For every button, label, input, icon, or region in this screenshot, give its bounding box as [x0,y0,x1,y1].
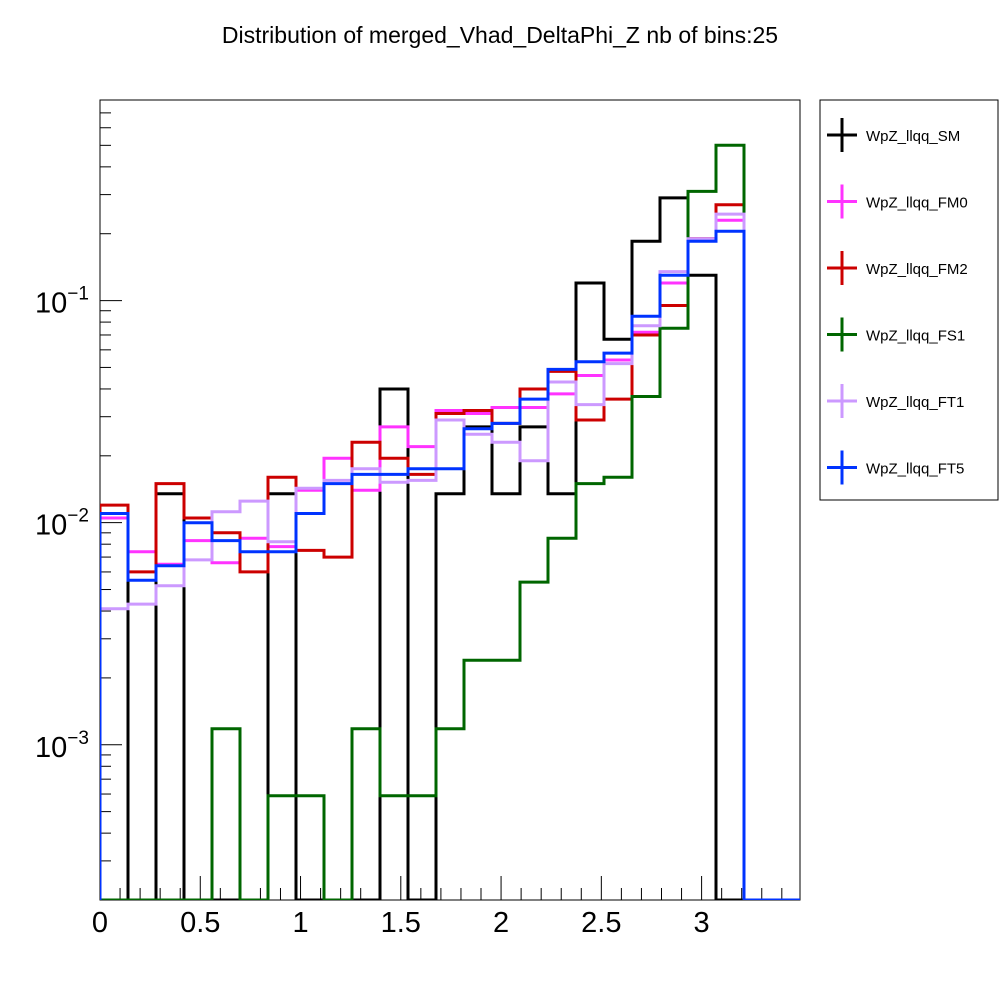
plot-frame [99,99,801,901]
x-tick-label: 2 [493,907,509,939]
legend-item: WpZ_llqq_FM2 [827,251,968,285]
x-tick-label: 3 [694,907,710,939]
legend-label: WpZ_llqq_FT5 [866,461,964,478]
legend-label: WpZ_llqq_FM0 [866,195,968,212]
x-tick-label: 0 [92,907,108,939]
y-tick-label: 10−2 [35,506,89,542]
legend-box [819,99,999,501]
y-tick-label: 10−3 [35,728,89,764]
series-line [100,196,800,900]
x-tick-label: 0.5 [180,907,220,939]
chart-title: Distribution of merged_Vhad_DeltaPhi_Z n… [222,22,778,48]
plot-area: 0 0.5 1 1.5 2 2.5 3 10−1 10−2 10−3 [35,99,801,939]
series-line [100,203,800,900]
series-WpZ_llqq_FM2 [100,203,800,900]
series-line [100,143,800,900]
series-line [100,212,800,900]
x-tick-label: 1 [292,907,308,939]
legend-label: WpZ_llqq_SM [866,128,960,145]
y-tick-label: 10−1 [35,284,89,320]
legend-item: WpZ_llqq_SM [827,118,960,152]
legend-label: WpZ_llqq_FS1 [866,328,965,345]
x-tick-label: 2.5 [581,907,621,939]
series-WpZ_llqq_FS1 [100,143,800,900]
legend-item: WpZ_llqq_FT5 [827,450,964,485]
series-WpZ_llqq_SM [100,196,800,900]
legend-item: WpZ_llqq_FM0 [827,184,968,219]
legend-label: WpZ_llqq_FT1 [866,394,964,411]
series-line [100,229,800,900]
legend-label: WpZ_llqq_FM2 [866,261,968,278]
series-WpZ_llqq_FT1 [100,212,800,900]
x-tick-label: 1.5 [381,907,421,939]
series-WpZ_llqq_FT5 [100,229,800,900]
legend-item: WpZ_llqq_FS1 [827,317,965,352]
legend: WpZ_llqq_SM WpZ_llqq_FM0 WpZ_llqq_FM2 WpZ_l… [819,99,999,501]
legend-item: WpZ_llqq_FT1 [827,384,964,418]
